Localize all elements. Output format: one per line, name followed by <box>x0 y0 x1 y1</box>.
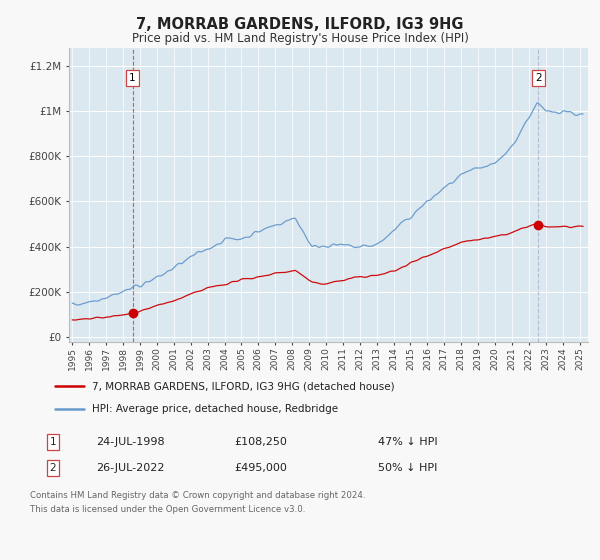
Text: 47% ↓ HPI: 47% ↓ HPI <box>378 437 437 447</box>
Text: 24-JUL-1998: 24-JUL-1998 <box>96 437 164 447</box>
Text: 7, MORRAB GARDENS, ILFORD, IG3 9HG: 7, MORRAB GARDENS, ILFORD, IG3 9HG <box>136 17 464 31</box>
Text: 7, MORRAB GARDENS, ILFORD, IG3 9HG (detached house): 7, MORRAB GARDENS, ILFORD, IG3 9HG (deta… <box>92 381 395 391</box>
Text: 2: 2 <box>535 73 542 83</box>
Text: 26-JUL-2022: 26-JUL-2022 <box>96 463 164 473</box>
Text: 1: 1 <box>129 73 136 83</box>
Text: 1: 1 <box>49 437 56 447</box>
Text: 2: 2 <box>49 463 56 473</box>
Text: Contains HM Land Registry data © Crown copyright and database right 2024.: Contains HM Land Registry data © Crown c… <box>30 491 365 500</box>
Text: £108,250: £108,250 <box>234 437 287 447</box>
Text: £495,000: £495,000 <box>234 463 287 473</box>
Text: This data is licensed under the Open Government Licence v3.0.: This data is licensed under the Open Gov… <box>30 505 305 514</box>
Text: Price paid vs. HM Land Registry's House Price Index (HPI): Price paid vs. HM Land Registry's House … <box>131 31 469 45</box>
Text: 50% ↓ HPI: 50% ↓ HPI <box>378 463 437 473</box>
Text: HPI: Average price, detached house, Redbridge: HPI: Average price, detached house, Redb… <box>92 404 338 414</box>
